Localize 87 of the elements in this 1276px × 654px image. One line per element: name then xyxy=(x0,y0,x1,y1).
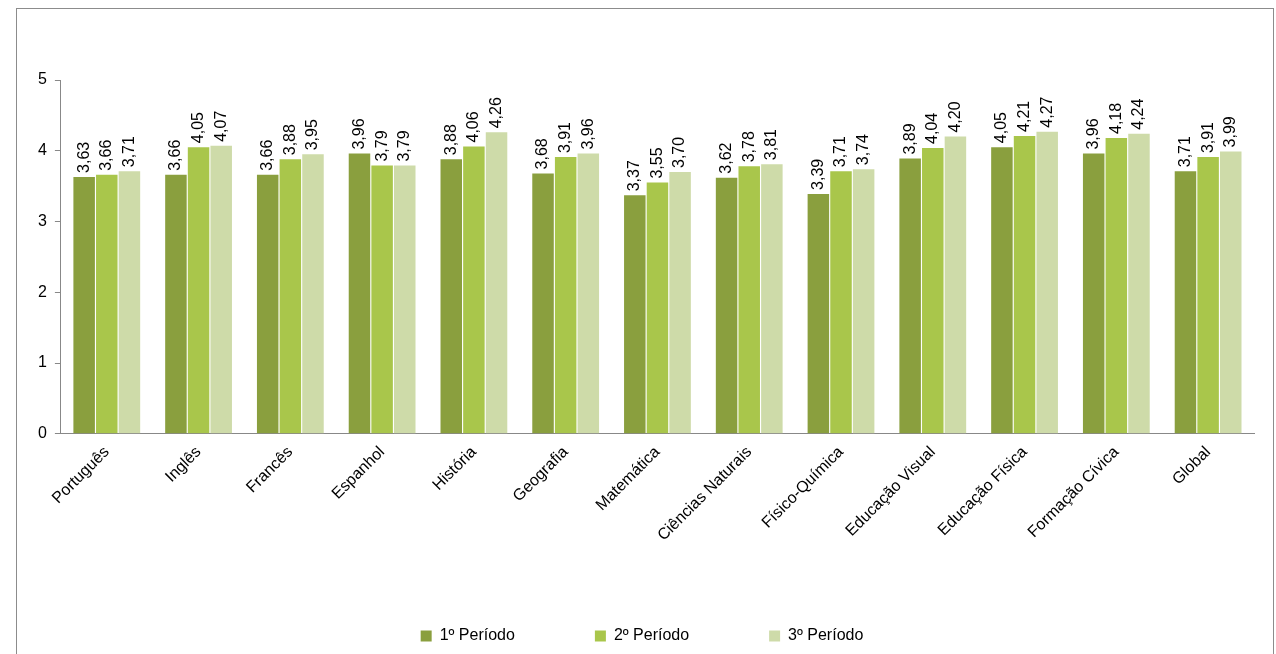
bar xyxy=(187,147,210,434)
bar xyxy=(922,147,944,434)
legend-label: 2º Período xyxy=(613,626,690,644)
bar xyxy=(944,136,967,434)
data-label: 3,88 xyxy=(441,124,459,156)
data-label: 3,66 xyxy=(166,139,184,171)
bar xyxy=(1174,171,1197,434)
y-tick-label: 3 xyxy=(37,211,47,229)
bar xyxy=(96,174,118,434)
data-label: 3,91 xyxy=(556,121,574,154)
data-label: 3,95 xyxy=(303,119,321,151)
data-label: 4,26 xyxy=(486,97,504,129)
data-label: 3,66 xyxy=(97,139,115,171)
bar xyxy=(669,171,691,434)
data-label: 3,78 xyxy=(739,131,757,163)
bar xyxy=(624,195,646,434)
data-label: 4,06 xyxy=(464,111,482,143)
bar xyxy=(899,158,921,434)
data-label: 3,91 xyxy=(1198,121,1216,154)
bar xyxy=(532,173,554,434)
data-label: 3,55 xyxy=(647,147,665,179)
data-label: 3,96 xyxy=(1084,118,1102,150)
bar xyxy=(807,193,830,434)
bar xyxy=(1197,157,1219,434)
bar xyxy=(738,166,760,434)
data-label: 3,70 xyxy=(670,136,688,168)
bar xyxy=(440,159,463,434)
bar xyxy=(302,154,324,434)
data-label: 4,04 xyxy=(923,112,941,144)
data-label: 3,71 xyxy=(831,136,849,168)
data-label: 3,39 xyxy=(808,158,826,190)
data-label: 3,79 xyxy=(395,130,413,162)
data-label: 4,18 xyxy=(1106,102,1124,135)
legend-label: 3º Período xyxy=(788,626,864,644)
data-label: 3,37 xyxy=(625,160,643,192)
bar xyxy=(73,176,95,434)
data-label: 3,66 xyxy=(258,139,276,171)
data-label: 3,62 xyxy=(716,142,734,174)
data-label: 4,05 xyxy=(188,111,206,144)
data-label: 4,27 xyxy=(1037,96,1055,128)
bar xyxy=(371,165,393,434)
data-label: 3,89 xyxy=(900,123,918,155)
data-label: 3,88 xyxy=(280,124,298,156)
data-label: 4,07 xyxy=(211,110,229,142)
data-label: 3,74 xyxy=(854,133,872,166)
bar xyxy=(463,146,485,434)
bar xyxy=(715,177,738,434)
data-label: 3,99 xyxy=(1221,116,1239,148)
data-label: 3,68 xyxy=(533,138,551,170)
y-tick-label: 0 xyxy=(37,424,47,442)
bar xyxy=(577,153,600,434)
bar xyxy=(1105,138,1128,434)
data-label: 3,81 xyxy=(762,128,780,161)
bar xyxy=(852,169,875,434)
data-label: 3,63 xyxy=(74,141,92,173)
bar xyxy=(279,159,302,434)
bar xyxy=(1082,153,1105,434)
bar xyxy=(1036,131,1058,434)
bar xyxy=(348,153,371,434)
y-tick-label: 2 xyxy=(37,282,47,300)
y-tick-label: 5 xyxy=(37,70,47,88)
data-label: 3,79 xyxy=(372,130,390,162)
bar xyxy=(210,145,232,434)
bar xyxy=(1128,133,1150,434)
y-tick-label: 1 xyxy=(37,353,47,371)
data-label: 3,96 xyxy=(349,118,367,150)
data-label: 4,05 xyxy=(992,111,1010,144)
bar xyxy=(118,171,141,434)
data-label: 4,20 xyxy=(945,101,963,133)
data-label: 3,71 xyxy=(1175,136,1193,168)
bar xyxy=(1220,151,1242,434)
bar xyxy=(165,174,187,434)
bar xyxy=(485,132,508,434)
bar xyxy=(830,171,852,434)
bar xyxy=(991,147,1013,434)
bar xyxy=(1013,135,1036,434)
bar xyxy=(256,174,279,434)
legend-label: 1º Período xyxy=(439,626,515,644)
data-label: 3,71 xyxy=(119,136,137,168)
data-label: 3,96 xyxy=(578,118,596,150)
bar xyxy=(761,164,783,434)
data-label: 4,21 xyxy=(1014,100,1032,132)
bar xyxy=(394,165,416,434)
bar xyxy=(646,182,669,434)
data-label: 4,24 xyxy=(1129,98,1147,130)
y-tick-label: 4 xyxy=(37,141,47,159)
bar xyxy=(554,157,577,434)
